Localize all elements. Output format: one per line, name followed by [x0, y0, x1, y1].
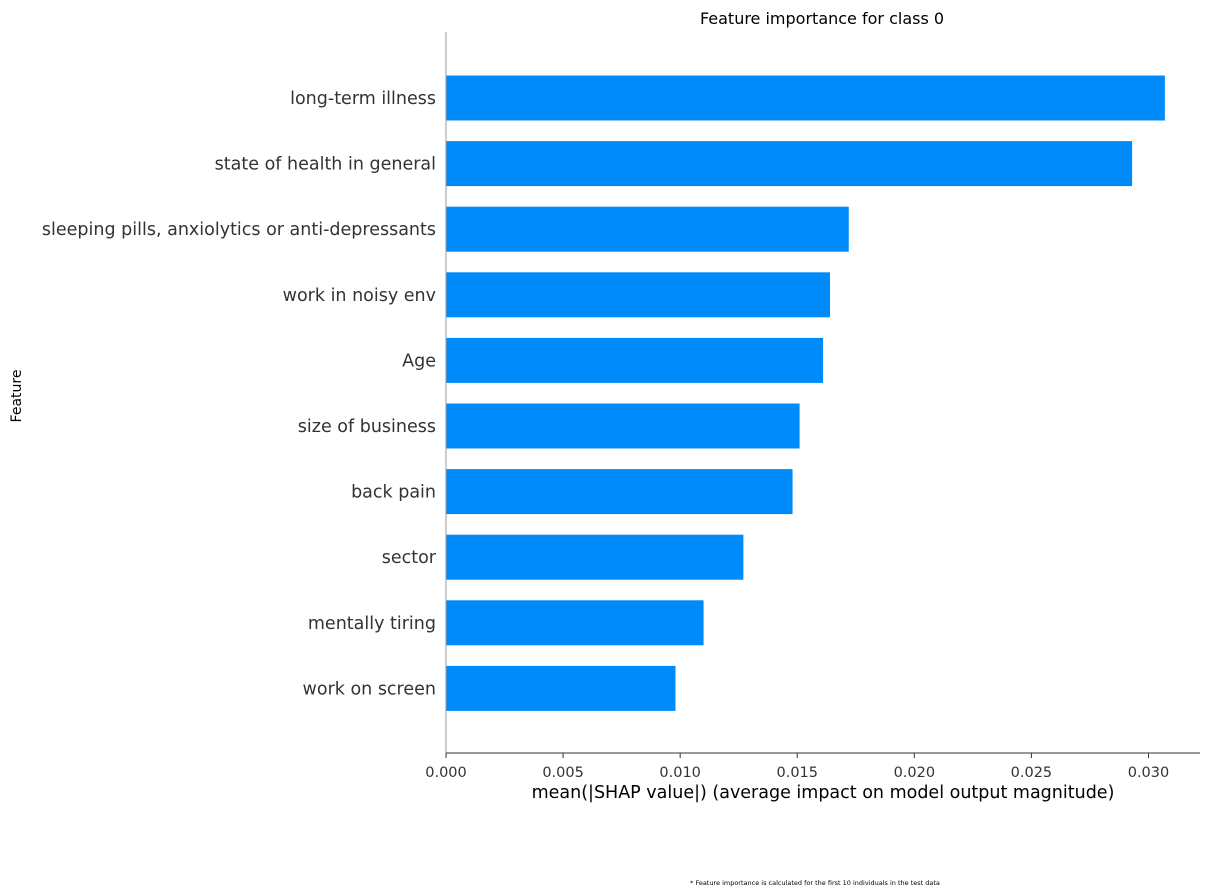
category-label-5: size of business	[298, 417, 436, 437]
bar-8	[446, 600, 704, 646]
x-tick-label-2: 0.010	[659, 765, 701, 781]
category-labels: long-term illness state of health in gene…	[42, 89, 437, 699]
category-label-4: Age	[402, 351, 436, 371]
x-tick-label-3: 0.015	[776, 765, 818, 781]
category-label-7: sector	[382, 548, 437, 568]
x-tick-label-0: 0.000	[425, 765, 467, 781]
bar-6	[446, 469, 793, 515]
x-axis-label: mean(|SHAP value|) (average impact on mo…	[532, 783, 1115, 803]
bar-3	[446, 272, 831, 318]
bar-5	[446, 403, 800, 449]
bar-9	[446, 665, 676, 711]
bar-4	[446, 337, 823, 383]
category-label-0: long-term illness	[290, 89, 436, 109]
x-tick-label-5: 0.025	[1011, 765, 1053, 781]
category-label-3: work in noisy env	[283, 286, 436, 306]
x-tick-label-6: 0.030	[1128, 765, 1170, 781]
x-tick-label-4: 0.020	[894, 765, 936, 781]
category-label-2: sleeping pills, anxiolytics or anti-depr…	[42, 220, 436, 240]
bars-group	[446, 75, 1165, 711]
category-label-9: work on screen	[303, 679, 436, 699]
bar-0	[446, 75, 1165, 121]
bar-2	[446, 206, 849, 252]
category-label-8: mentally tiring	[308, 614, 436, 634]
category-label-6: back pain	[351, 483, 436, 503]
bar-7	[446, 534, 744, 580]
y-axis-label: Feature	[9, 370, 25, 423]
chart-title: Feature importance for class 0	[700, 9, 944, 28]
x-tick-label-1: 0.005	[542, 765, 584, 781]
category-label-1: state of health in general	[215, 155, 436, 175]
bar-1	[446, 141, 1133, 187]
x-axis-ticks: 0.000 0.005 0.010 0.015 0.020 0.025 0.030	[425, 753, 1169, 781]
footnote: * Feature importance is calculated for t…	[690, 879, 940, 887]
